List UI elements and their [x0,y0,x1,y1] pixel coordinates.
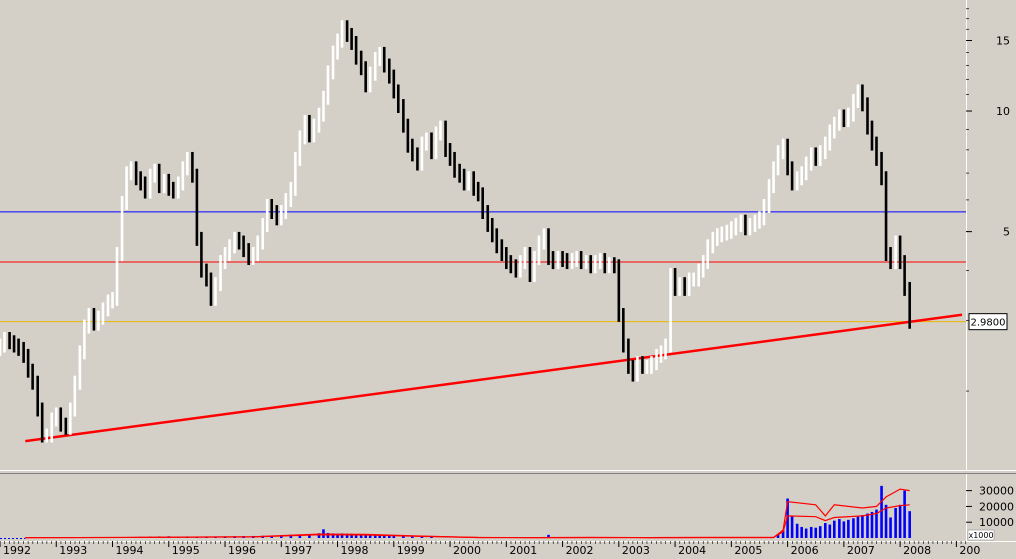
time-tick-label: 1998 [341,544,369,557]
last-price-box [968,313,1008,331]
volume-tick-label: 20000 [979,500,1014,513]
price-panel-background [0,0,966,470]
time-tick-label: 2004 [678,544,706,557]
time-axis: 1992 1993 1994 1995 1996 1997 1998 1999 2000 2001… [0,541,980,557]
volume-tick-label: 30000 [979,485,1014,498]
time-tick-label: 2002 [566,544,594,557]
price-bars [0,20,911,443]
volume-tick-label: 10000 [979,516,1014,529]
time-tick-label: 2005 [734,544,762,557]
time-tick-label: 2003 [622,544,650,557]
price-tick-label: 5 [1003,226,1010,239]
trendline [25,313,963,443]
time-tick-label: 1999 [397,544,425,557]
last-price-tag: 2.9800 [968,313,1008,331]
last-price-label: 2.9800 [971,318,1006,329]
volume-bars [139,485,911,538]
price-tick-label: 15 [996,34,1010,47]
volume-axis: 30000 20000 10000 [966,485,1014,529]
time-tick-label: 2008 [903,544,931,557]
time-tick-label: 2001 [509,544,537,557]
time-tick-label: 1997 [284,544,312,557]
time-tick-label: 1992 [3,544,31,557]
price-axis: 15 10 5 [966,8,1010,392]
time-tick-label: 1995 [172,544,200,557]
time-tick-label: 1994 [116,544,144,557]
volume-multiplier-label: x1000 [968,531,993,540]
volume-average-line-0 [25,488,910,539]
price-tick-label: 10 [996,105,1010,118]
time-tick-label: 1996 [228,544,256,557]
time-tick-label: 1993 [59,544,87,557]
volume-average-line-1 [25,504,910,539]
time-tick-label: 2006 [791,544,819,557]
volume-multiplier-box [967,529,995,541]
time-tick-label: 2007 [847,544,875,557]
time-tick-label: 200 [959,544,980,557]
volume-average-lines [0,488,910,539]
time-tick-label: 2000 [453,544,481,557]
